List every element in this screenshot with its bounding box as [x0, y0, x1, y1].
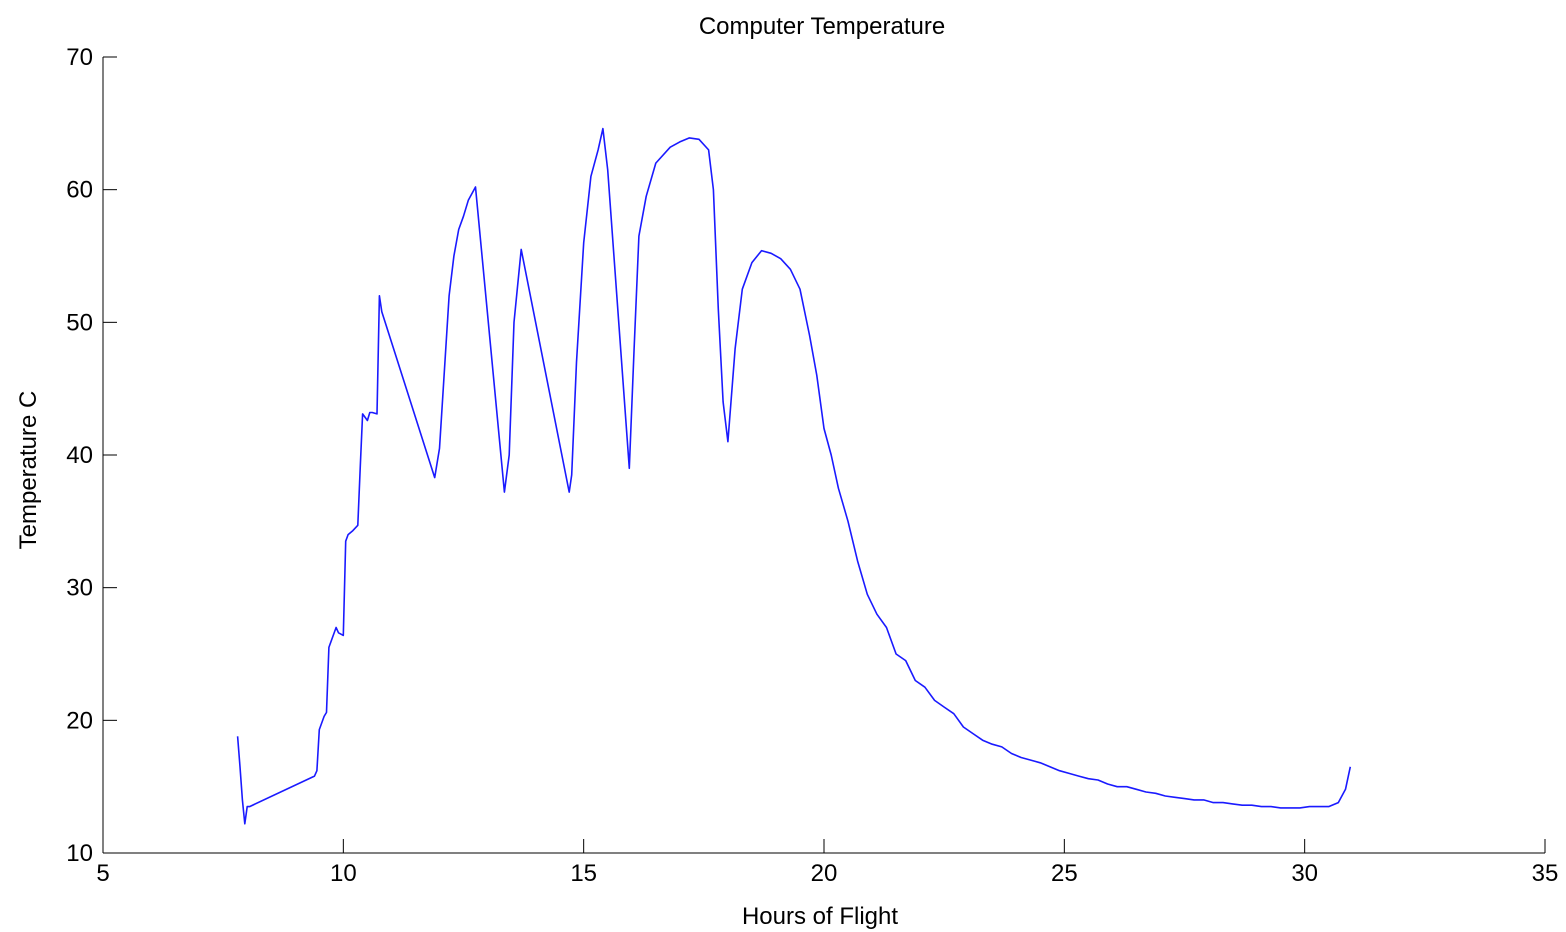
x-tick-label: 15 — [570, 860, 597, 887]
series-line — [236, 127, 1352, 825]
y-tick-label: 70 — [66, 44, 93, 71]
y-axis-label: Temperature C — [15, 391, 42, 550]
y-tick-label: 40 — [66, 442, 93, 469]
y-tick-label: 60 — [66, 177, 93, 204]
y-tick-label: 10 — [66, 840, 93, 867]
x-axis-label: Hours of Flight — [742, 903, 898, 930]
series-group — [236, 127, 1352, 825]
x-tick-label: 25 — [1051, 860, 1078, 887]
x-tick-label: 35 — [1532, 860, 1559, 887]
x-axis-ticks: 5 10 15 20 25 30 35 — [96, 839, 1558, 887]
x-tick-label: 10 — [330, 860, 357, 887]
y-tick-label: 20 — [66, 707, 93, 734]
x-tick-label: 30 — [1291, 860, 1318, 887]
chart-title: Computer Temperature — [699, 13, 945, 40]
x-tick-label: 20 — [811, 860, 838, 887]
y-axis-ticks: 10 20 30 40 50 60 70 — [66, 44, 117, 867]
y-tick-label: 30 — [66, 575, 93, 602]
y-tick-label: 50 — [66, 309, 93, 336]
x-tick-label: 5 — [96, 860, 109, 887]
